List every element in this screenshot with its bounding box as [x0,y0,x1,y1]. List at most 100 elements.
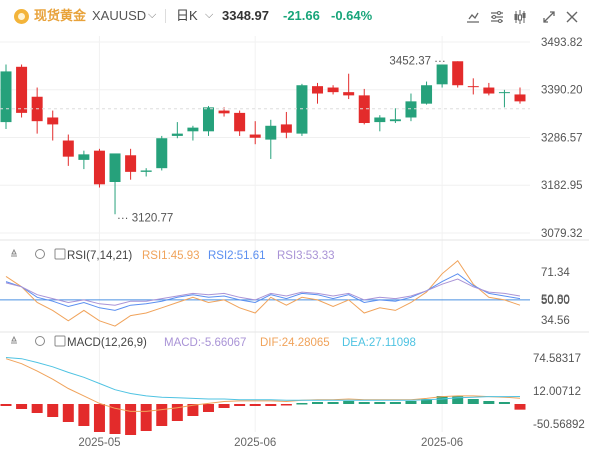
macd-histogram-bar [31,404,43,413]
y-tick-label: 12.00712 [533,386,581,398]
candle-body [265,125,277,140]
candle-body [514,94,526,102]
candle-body [93,150,105,185]
candle-body [327,87,339,93]
candle-body [296,85,308,134]
macd-histogram-bar [249,404,261,406]
candle-body [343,92,355,96]
macd-histogram-bar [0,404,12,406]
settings-icon [35,336,45,346]
macd-histogram-bar [93,404,105,432]
candle-body [109,153,121,182]
macd-histogram-bar [498,402,510,404]
price-change: -21.66 [283,8,320,23]
candle-body [202,107,214,132]
legend-macd: MACD:-5.66067 [164,337,246,349]
collapse-icon [11,248,17,257]
chart-header: 现货黄金 XAUUSD ⌵ 日K ⌵ 3348.97 -21.66 -0.64% [0,0,589,33]
macd-histogram-bar [405,401,417,404]
macd-histogram-bar [280,404,292,406]
high-price-annotation: 3452.37 ··· [389,55,445,67]
y-tick-label: 3390.20 [541,85,583,97]
candle-body [358,95,370,124]
candle-body [452,61,464,86]
symbol-selector[interactable]: XAUUSD [92,8,147,23]
chevron-down-icon[interactable]: ⌵ [205,9,214,21]
y-tick-label: 3079.32 [541,228,583,240]
low-price-annotation: ··· 3120.77 [117,212,173,224]
candle-body [218,110,230,114]
gold-logo-icon [14,9,29,24]
y-tick-label: 3286.57 [541,133,583,145]
macd-histogram-bar [218,404,230,408]
macd-histogram-bar [109,404,121,434]
candle-body [467,86,479,88]
collapse-icon [11,335,17,344]
legend-dif: DIF:24.28065 [260,337,330,349]
y-tick-label: 50.80 [541,294,570,306]
indicator-select-icon [54,335,66,347]
candle-body [47,117,59,125]
price-change-percent: -0.64% [331,8,373,23]
settings-icon [35,249,45,259]
macd-histogram-bar [296,403,308,405]
macd-histogram-bar [436,396,448,404]
macd-histogram-bar [452,396,464,404]
legend-rsi1: RSI1:45.93 [142,250,200,262]
y-tick-label: 50.00 [541,295,570,307]
macd-histogram-bar [156,404,168,426]
x-tick-label: 2025-06 [421,437,463,449]
candle-body [389,119,401,122]
macd-line-dif [5,358,521,412]
indicator-label: RSI(7,14,21) [67,250,132,262]
candle-body [140,170,152,172]
indicator-settings-icon[interactable] [488,8,506,26]
y-tick-label: 3182.95 [541,180,583,192]
candle-body [312,86,324,94]
period-selector[interactable]: 日K [176,8,198,23]
indicator-label: MACD(12,26,9) [67,337,147,349]
last-price: 3348.97 [222,8,269,23]
macd-histogram-bar [374,402,386,404]
rsi-line-rsi1 [5,259,521,327]
chevron-down-icon[interactable]: ⌵ [148,9,157,21]
candle-body [421,85,433,104]
candle-style-icon[interactable] [511,8,529,26]
y-tick-label: 34.56 [541,315,570,327]
y-tick-label: 3493.82 [541,37,583,49]
macd-histogram-bar [234,404,246,406]
candle-body [62,140,74,157]
candle-body [16,66,28,113]
macd-histogram-bar [171,404,183,421]
macd-histogram-bar [421,399,433,404]
macd-histogram-bar [265,404,277,406]
candle-body [0,71,12,123]
macd-histogram-bar [467,399,479,404]
divider [165,9,166,23]
instrument-name[interactable]: 现货黄金 [34,8,87,23]
y-tick-label: 71.34 [541,267,570,279]
candle-body [249,134,261,138]
x-tick-label: 2025-06 [234,437,276,449]
candle-body [374,117,386,123]
macd-histogram-bar [483,401,495,404]
candle-body [187,127,199,132]
legend-dea: DEA:27.11098 [342,337,416,349]
macd-histogram-bar [140,404,152,431]
close-icon[interactable] [563,8,581,26]
macd-histogram-bar [202,404,214,412]
macd-histogram-bar [62,404,74,422]
rsi-line-rsi2 [5,273,521,311]
macd-histogram-bar [125,404,137,435]
chart-drawing-icon[interactable] [464,8,482,26]
y-tick-label: -50.56892 [533,419,585,431]
candle-body [156,138,168,169]
candle-body [125,155,137,172]
candle-body [234,112,246,132]
candle-body [483,87,495,94]
expand-icon[interactable] [540,8,558,26]
macd-histogram-bar [16,404,28,409]
macd-histogram-bar [312,402,324,404]
macd-histogram-bar [78,404,90,426]
